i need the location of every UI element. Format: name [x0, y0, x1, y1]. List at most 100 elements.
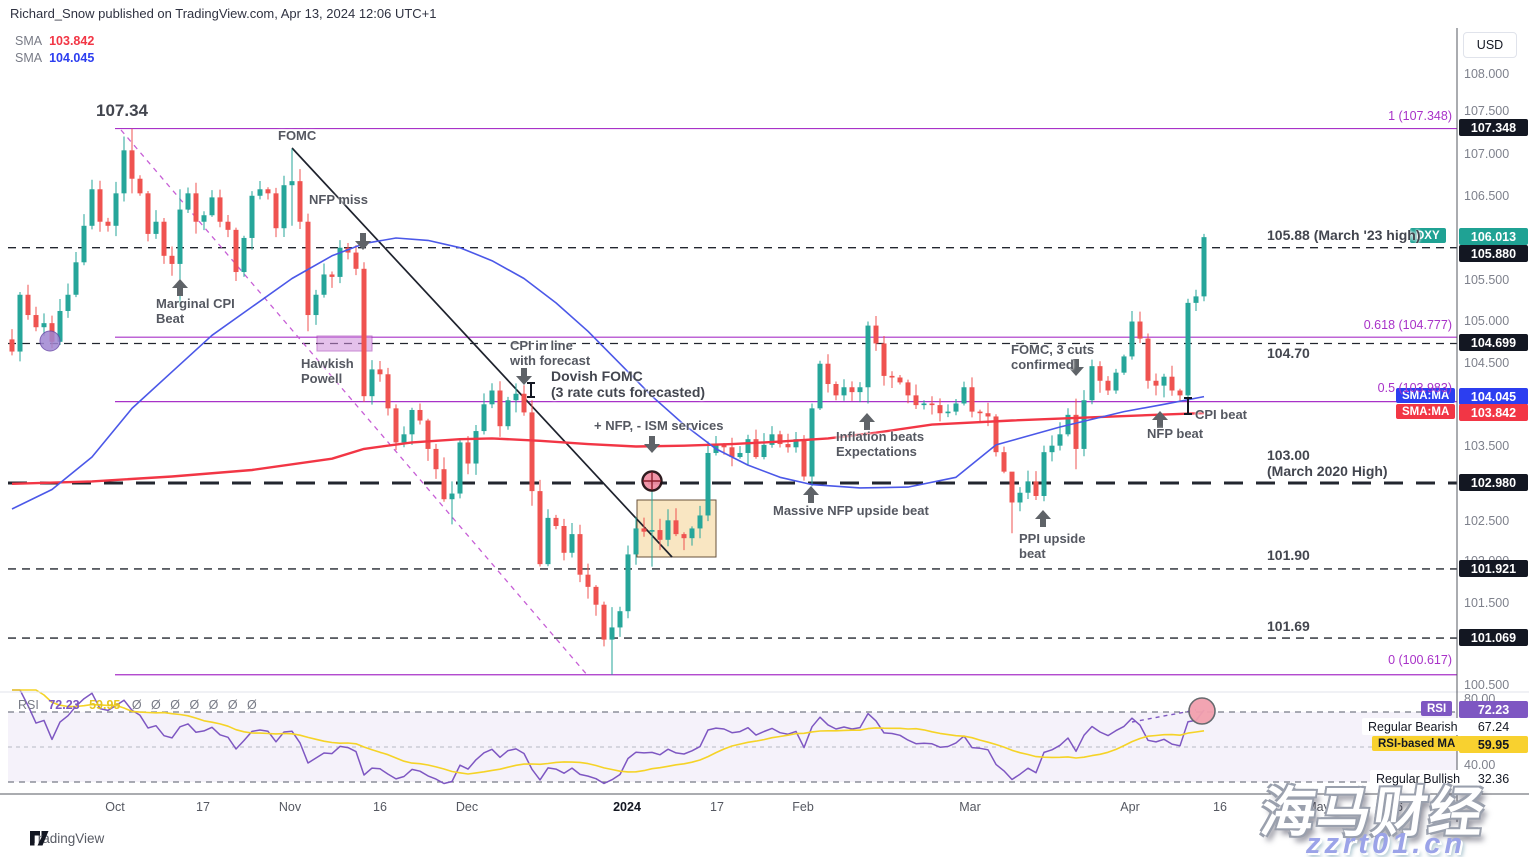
- candle-body: [633, 528, 639, 555]
- candle-body: [513, 393, 519, 401]
- candle-body: [777, 434, 783, 445]
- price-axis-tick[interactable]: 108.000: [1464, 67, 1510, 81]
- rsi-tag: RSI: [1421, 701, 1453, 716]
- candle-body: [1185, 302, 1191, 396]
- candle-body: [321, 274, 327, 295]
- candle-body: [521, 393, 527, 413]
- candle-body: [257, 189, 263, 196]
- watermark-url: zzrt01.cn: [1306, 828, 1467, 857]
- candle-body: [113, 193, 119, 226]
- time-axis-tick[interactable]: 17: [710, 800, 724, 814]
- candle-body: [897, 377, 903, 383]
- candle-body: [393, 408, 399, 443]
- price-axis-tick[interactable]: 105.500: [1464, 273, 1510, 287]
- candle-body: [41, 323, 47, 328]
- time-axis-tick[interactable]: 16: [373, 800, 387, 814]
- time-axis-tick[interactable]: Nov: [278, 800, 302, 814]
- support-retest-circle[interactable]: [39, 330, 61, 352]
- price-level-label: 102.980: [1459, 474, 1528, 491]
- chart-annotation: 101.90: [1267, 547, 1310, 563]
- sma-slow-legend[interactable]: SMA 103.842: [15, 34, 94, 48]
- candle-body: [929, 403, 935, 406]
- candle-body: [857, 387, 863, 393]
- price-axis-tick[interactable]: 106.500: [1464, 189, 1510, 203]
- candle-body: [177, 209, 183, 264]
- candle-body: [489, 390, 495, 405]
- rsi-label: RSI: [18, 698, 39, 712]
- candle-body: [905, 382, 911, 396]
- candle-body: [753, 439, 759, 458]
- tradingview-footer-logo[interactable]: TradingView: [30, 831, 104, 846]
- candle-body: [809, 408, 815, 477]
- price-level-label: 104.699: [1459, 334, 1528, 351]
- candle-body: [161, 221, 167, 256]
- candle-body: [569, 534, 575, 553]
- rsi-value-label: 67.24: [1459, 718, 1528, 735]
- candle-body: [1153, 380, 1159, 386]
- hawkish-powell-box[interactable]: [316, 335, 373, 352]
- price-axis-tick[interactable]: 104.500: [1464, 356, 1510, 370]
- sma-slow-line[interactable]: [11, 411, 1205, 485]
- time-axis-tick[interactable]: Oct: [105, 800, 125, 814]
- event-arrow-up-icon: [1152, 411, 1168, 428]
- event-arrow-down-icon: [516, 368, 532, 385]
- candle-body: [937, 405, 943, 414]
- rsi-line[interactable]: [12, 689, 1205, 785]
- candle-body: [169, 255, 175, 264]
- sma-fast-legend[interactable]: SMA 104.045: [15, 51, 94, 65]
- rsi-axis-tick[interactable]: 40.00: [1464, 758, 1496, 772]
- candle-body: [673, 520, 679, 535]
- candle-body: [585, 574, 591, 587]
- sma-fast-line[interactable]: [11, 237, 1205, 510]
- price-axis-tick[interactable]: 107.000: [1464, 147, 1510, 161]
- chart-annotation: 107.34: [96, 101, 148, 120]
- trendline[interactable]: [120, 129, 589, 677]
- candle-body: [265, 189, 271, 194]
- candle-body: [1201, 237, 1207, 297]
- candle-body: [377, 369, 383, 375]
- price-axis-tick[interactable]: 105.000: [1464, 314, 1510, 328]
- candle-body: [209, 197, 215, 216]
- time-axis-tick[interactable]: 16: [1213, 800, 1227, 814]
- price-axis-tick[interactable]: 107.500: [1464, 104, 1510, 118]
- currency-toggle-button[interactable]: USD: [1463, 32, 1517, 58]
- candle-body: [1073, 414, 1079, 449]
- candle-body: [1137, 321, 1143, 339]
- time-axis-tick[interactable]: Apr: [1120, 800, 1140, 814]
- candle-body: [1145, 338, 1151, 381]
- chart-annotation: CPI in line with forecast: [510, 338, 591, 368]
- price-axis-tick[interactable]: 102.500: [1464, 514, 1510, 528]
- rsi-divergence-line[interactable]: [1131, 709, 1197, 723]
- candle-body: [241, 237, 247, 273]
- time-axis-tick[interactable]: Feb: [792, 800, 814, 814]
- candle-body: [1049, 445, 1055, 453]
- rsi-overbought-circle[interactable]: [1188, 697, 1216, 725]
- candle-body: [689, 528, 695, 539]
- time-axis-tick[interactable]: Mar: [959, 800, 981, 814]
- candle-body: [249, 195, 255, 238]
- candle-body: [985, 413, 991, 417]
- candle-body: [961, 387, 967, 404]
- time-axis-tick[interactable]: 16: [1389, 800, 1403, 814]
- rsi-legend[interactable]: RSI 72.23 59.95 Ø Ø Ø Ø Ø Ø Ø: [18, 698, 260, 712]
- candle-body: [745, 439, 751, 453]
- time-axis-tick[interactable]: May: [1306, 800, 1330, 814]
- price-axis-tick[interactable]: 100.500: [1464, 678, 1510, 692]
- candle-body: [617, 611, 623, 628]
- candle-body: [497, 390, 503, 427]
- event-arrow-up-icon: [172, 279, 188, 296]
- candle-body: [89, 189, 95, 226]
- trendline[interactable]: [291, 147, 673, 558]
- price-axis-tick[interactable]: 103.500: [1464, 439, 1510, 453]
- time-axis-tick[interactable]: Dec: [455, 800, 479, 814]
- rsi-ma-line[interactable]: [12, 689, 1205, 775]
- candle-body: [1089, 366, 1095, 401]
- candle-body: [153, 221, 159, 234]
- candle-body: [873, 325, 879, 344]
- time-axis-tick[interactable]: 2024: [613, 800, 641, 814]
- chart-annotation: 104.70: [1267, 345, 1310, 361]
- price-axis-tick[interactable]: 101.500: [1464, 596, 1510, 610]
- rsi-tag: Regular Bearish: [1362, 718, 1464, 735]
- time-axis-tick[interactable]: 17: [196, 800, 210, 814]
